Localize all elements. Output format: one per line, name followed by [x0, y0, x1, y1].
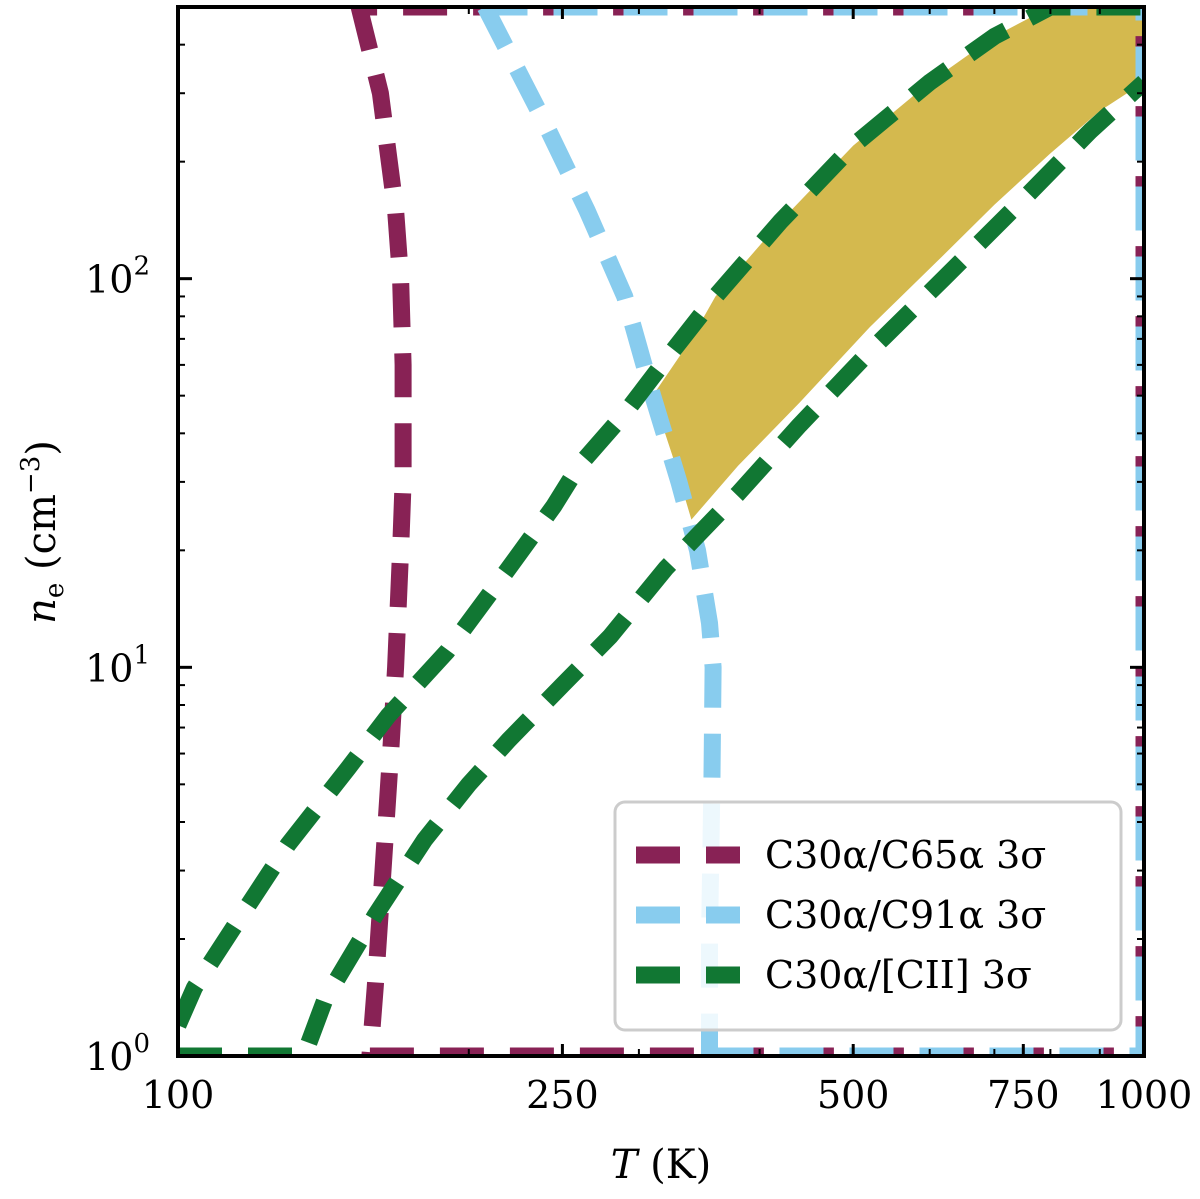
- legend-frame: [613, 800, 1123, 1032]
- y-tick-label: 101: [85, 640, 150, 690]
- series-1-bound-1: [350, 7, 412, 1056]
- series-3-bound-1: [178, 7, 1144, 1029]
- legend-label: C30α/C65α 3σ: [765, 833, 1046, 877]
- plot-area: [178, 7, 1144, 1056]
- x-tick-label: 1000: [1096, 1073, 1193, 1117]
- y-tick-label: 100: [85, 1029, 150, 1079]
- x-tick-label: 100: [142, 1073, 215, 1117]
- y-axis-label: ne (cm−3): [16, 440, 70, 624]
- x-axis-label: T (K): [611, 1142, 712, 1188]
- legend-label: C30α/[CII] 3σ: [765, 953, 1032, 997]
- series-3-bound-2: [178, 76, 1144, 1056]
- y-tick-labels: 100 101 102: [85, 252, 150, 1079]
- legend-label: C30α/C91α 3σ: [765, 893, 1046, 937]
- allowed-region-shading: [652, 7, 1144, 520]
- y-tick-label: 102: [85, 252, 150, 302]
- x-tick-label: 750: [987, 1073, 1060, 1117]
- x-tick-label: 250: [526, 1073, 599, 1117]
- plot-frame: [176, 5, 1146, 1058]
- axis-ticks: [176, 6, 1146, 1058]
- legend: C30α/C65α 3σ C30α/C91α 3σ C30α/[CII] 3σ: [613, 800, 1123, 1032]
- x-tick-labels: 100 250 500 750 1000: [142, 1073, 1193, 1117]
- x-tick-label: 500: [817, 1073, 890, 1117]
